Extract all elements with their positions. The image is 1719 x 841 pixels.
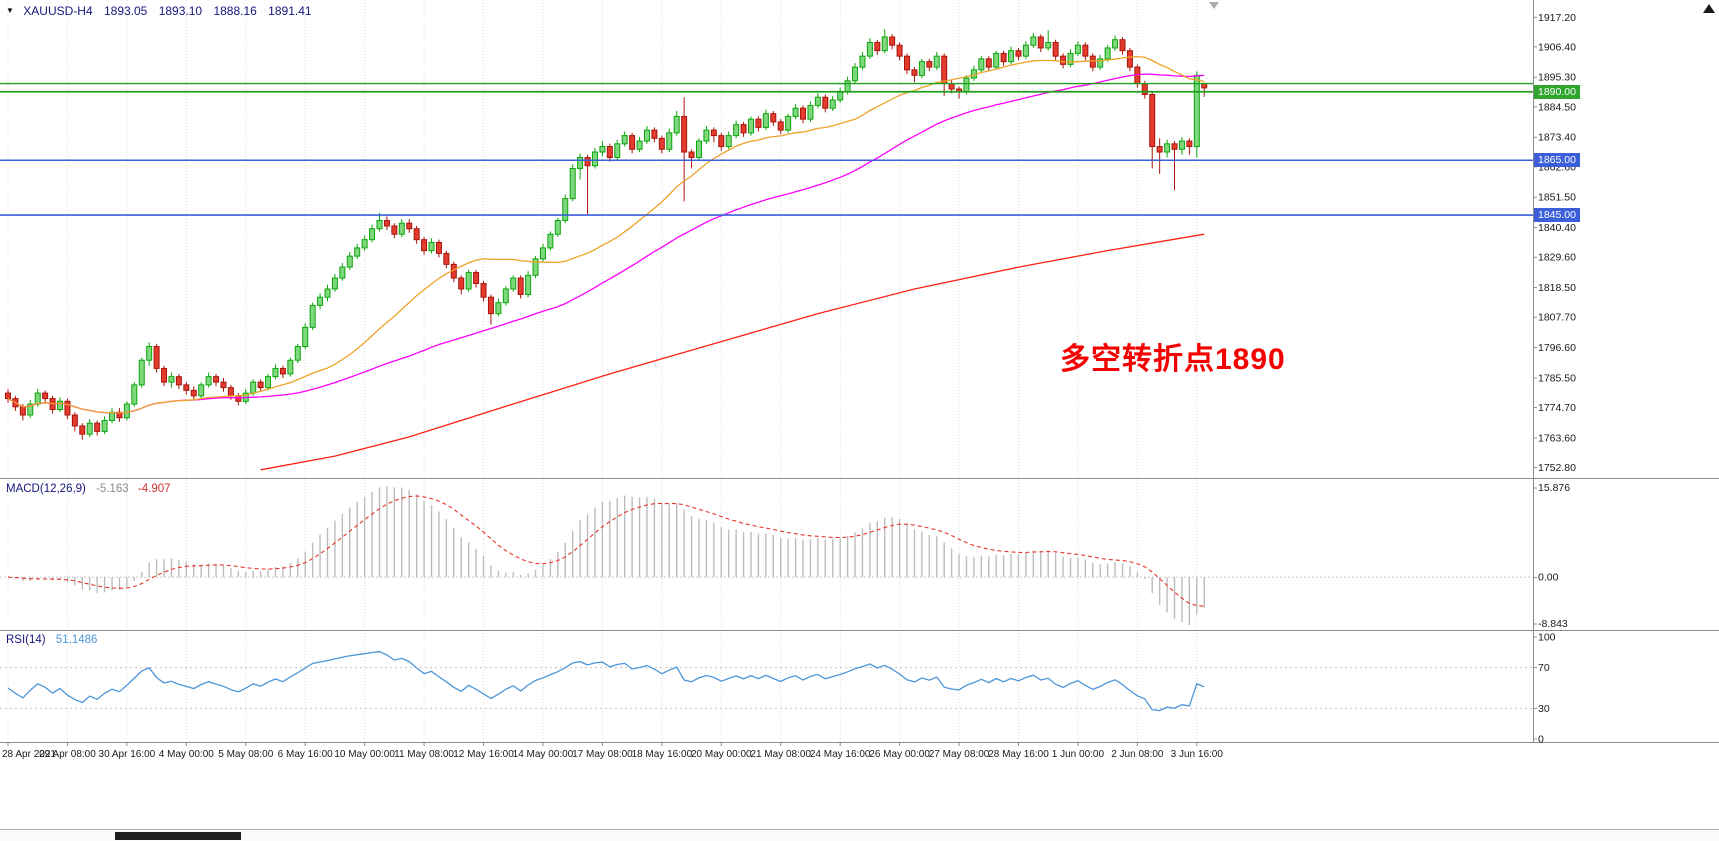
- svg-text:18 May 16:00: 18 May 16:00: [632, 749, 693, 760]
- macd-name: MACD(12,26,9): [6, 483, 86, 495]
- svg-text:20 May 00:00: 20 May 00:00: [691, 749, 752, 760]
- svg-text:28 May 16:00: 28 May 16:00: [988, 749, 1049, 760]
- svg-text:2 Jun 08:00: 2 Jun 08:00: [1111, 749, 1164, 760]
- chart-ohlc-header: ▼ XAUUSD-H4 1893.05 1893.10 1888.16 1891…: [6, 4, 312, 18]
- chart-shift-marker-icon[interactable]: [1209, 2, 1219, 9]
- svg-text:12 May 16:00: 12 May 16:00: [453, 749, 514, 760]
- svg-text:24 May 16:00: 24 May 16:00: [810, 749, 871, 760]
- price-tag: 1890.00: [1534, 84, 1580, 99]
- svg-text:1752.80: 1752.80: [1538, 462, 1576, 474]
- svg-text:28 Apr 2021: 28 Apr 2021: [2, 749, 56, 760]
- svg-text:17 May 08:00: 17 May 08:00: [572, 749, 633, 760]
- svg-text:1829.60: 1829.60: [1538, 252, 1576, 264]
- svg-text:0: 0: [1538, 734, 1544, 746]
- svg-text:10 May 00:00: 10 May 00:00: [334, 749, 395, 760]
- rsi-name: RSI(14): [6, 634, 46, 646]
- quote-open: 1893.05: [103, 4, 148, 18]
- macd-value-signal: -4.907: [137, 483, 171, 495]
- svg-text:27 May 08:00: 27 May 08:00: [929, 749, 990, 760]
- svg-text:30 Apr 16:00: 30 Apr 16:00: [99, 749, 156, 760]
- svg-text:26 May 00:00: 26 May 00:00: [869, 749, 930, 760]
- svg-text:1884.50: 1884.50: [1538, 101, 1576, 113]
- svg-text:1763.60: 1763.60: [1538, 433, 1576, 445]
- svg-text:1895.30: 1895.30: [1538, 72, 1576, 84]
- quote-low: 1888.16: [213, 4, 257, 18]
- symbol-timeframe-label: XAUUSD-H4: [23, 4, 93, 18]
- svg-text:1906.40: 1906.40: [1538, 41, 1576, 53]
- svg-text:21 May 08:00: 21 May 08:00: [750, 749, 811, 760]
- svg-text:1851.50: 1851.50: [1538, 192, 1576, 204]
- svg-text:0.00: 0.00: [1538, 572, 1559, 584]
- corner-arrow-icon[interactable]: [1703, 4, 1715, 13]
- svg-text:1796.60: 1796.60: [1538, 342, 1576, 354]
- svg-text:6 May 16:00: 6 May 16:00: [278, 749, 333, 760]
- svg-text:1840.40: 1840.40: [1538, 222, 1576, 234]
- svg-text:1917.20: 1917.20: [1538, 12, 1576, 24]
- svg-text:5 May 08:00: 5 May 08:00: [218, 749, 273, 760]
- quote-close: 1891.41: [268, 4, 312, 18]
- svg-text:1807.70: 1807.70: [1538, 312, 1576, 324]
- svg-text:70: 70: [1538, 662, 1550, 674]
- svg-text:4 May 00:00: 4 May 00:00: [159, 749, 214, 760]
- symbol-dropdown-icon[interactable]: ▼: [6, 6, 14, 15]
- chart-annotation[interactable]: 多空转折点1890: [1060, 343, 1286, 376]
- macd-value-main: -5.163: [96, 483, 129, 495]
- price-tag: 1865.00: [1534, 153, 1580, 168]
- svg-text:30: 30: [1538, 703, 1550, 715]
- svg-text:1818.50: 1818.50: [1538, 282, 1576, 294]
- svg-text:14 May 00:00: 14 May 00:00: [513, 749, 574, 760]
- price-tag: 1845.00: [1534, 208, 1580, 223]
- horizontal-scrollbar[interactable]: [0, 829, 1719, 841]
- svg-text:1785.50: 1785.50: [1538, 373, 1576, 385]
- macd-indicator-label: MACD(12,26,9) -5.163 -4.907: [6, 483, 171, 495]
- svg-text:1873.40: 1873.40: [1538, 132, 1576, 144]
- rsi-indicator-label: RSI(14) 51.1486: [6, 634, 97, 646]
- rsi-value: 51.1486: [55, 634, 98, 646]
- svg-text:100: 100: [1538, 632, 1556, 644]
- quote-high: 1893.10: [158, 4, 203, 18]
- svg-text:1 Jun 00:00: 1 Jun 00:00: [1052, 749, 1105, 760]
- svg-text:15.876: 15.876: [1538, 482, 1570, 494]
- svg-text:-8.843: -8.843: [1538, 618, 1568, 630]
- svg-text:11 May 08:00: 11 May 08:00: [394, 749, 454, 760]
- svg-text:3 Jun 16:00: 3 Jun 16:00: [1171, 749, 1224, 760]
- svg-text:29 Apr 08:00: 29 Apr 08:00: [39, 749, 96, 760]
- svg-text:1774.70: 1774.70: [1538, 402, 1576, 414]
- scrollbar-thumb[interactable]: [115, 832, 241, 840]
